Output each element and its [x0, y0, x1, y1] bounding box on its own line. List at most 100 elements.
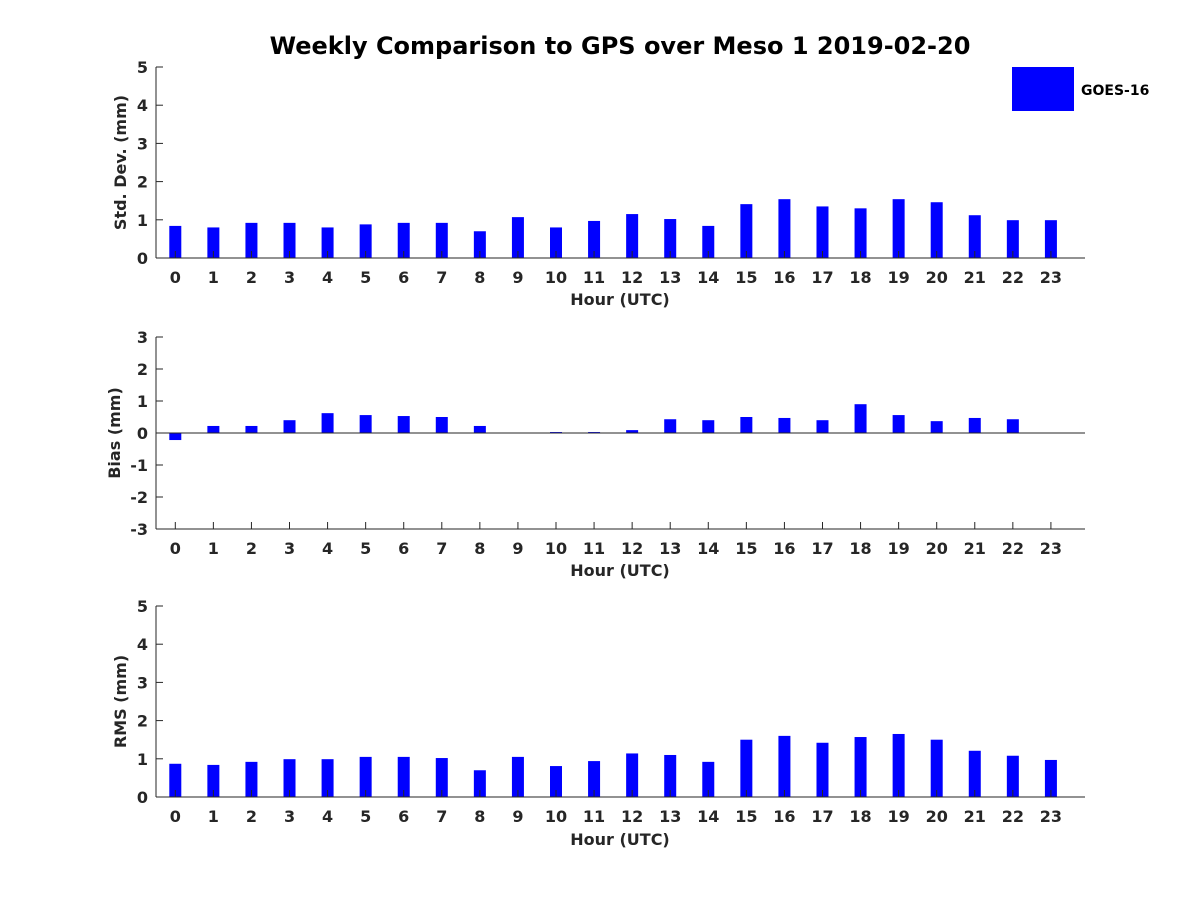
- bar-rms-hour-9: [511, 756, 524, 797]
- bar-std-hour-14: [702, 225, 715, 258]
- bias-y-tick-label: -1: [130, 456, 148, 475]
- legend-swatch: [1012, 67, 1074, 111]
- bar-rms-hour-18: [854, 737, 867, 797]
- std-x-tick-label: 4: [322, 268, 333, 287]
- bar-rms-hour-6: [397, 756, 410, 797]
- bar-rms-hour-13: [664, 754, 677, 797]
- bar-rms-hour-0: [169, 763, 182, 797]
- bias-x-tick-label: 20: [926, 539, 948, 558]
- std-y-tick-label: 4: [137, 96, 148, 115]
- std-x-tick-label: 3: [284, 268, 295, 287]
- std-x-tick-label: 18: [849, 268, 871, 287]
- bias-x-tick-label: 9: [512, 539, 523, 558]
- bar-bias-hour-7: [435, 417, 448, 433]
- bar-std-hour-13: [664, 219, 677, 258]
- rms-x-tick-label: 21: [964, 807, 986, 826]
- bias-y-tick-label: -2: [130, 488, 148, 507]
- bar-bias-hour-18: [854, 404, 867, 433]
- bias-x-tick-label: 17: [811, 539, 833, 558]
- rms-x-tick-label: 2: [246, 807, 257, 826]
- bar-bias-hour-17: [816, 420, 829, 433]
- std-x-tick-label: 23: [1040, 268, 1062, 287]
- bias-x-axis-label: Hour (UTC): [570, 561, 670, 580]
- std-y-tick-label: 2: [137, 173, 148, 192]
- bar-bias-hour-15: [740, 417, 753, 433]
- bar-std-hour-22: [1006, 220, 1019, 258]
- bar-rms-hour-21: [968, 750, 981, 797]
- bar-std-hour-9: [511, 217, 524, 258]
- bar-rms-hour-1: [207, 764, 220, 797]
- bar-std-hour-17: [816, 206, 829, 258]
- std-x-axis-label: Hour (UTC): [570, 290, 670, 309]
- bias-y-tick-label: -3: [130, 520, 148, 539]
- bias-x-tick-label: 8: [474, 539, 485, 558]
- bar-rms-hour-20: [930, 739, 943, 797]
- bar-bias-hour-16: [778, 417, 791, 433]
- rms-x-tick-label: 20: [926, 807, 948, 826]
- bias-x-tick-label: 18: [849, 539, 871, 558]
- rms-x-tick-label: 0: [170, 807, 181, 826]
- rms-x-tick-label: 22: [1002, 807, 1024, 826]
- std-y-tick-label: 5: [137, 58, 148, 77]
- bias-x-tick-label: 6: [398, 539, 409, 558]
- bias-x-tick-label: 15: [735, 539, 757, 558]
- std-y-tick-label: 3: [137, 134, 148, 153]
- bar-rms-hour-17: [816, 742, 829, 797]
- bar-bias-hour-20: [930, 421, 943, 433]
- bar-std-hour-16: [778, 199, 791, 258]
- std-x-tick-label: 6: [398, 268, 409, 287]
- bar-bias-hour-0: [169, 433, 182, 441]
- rms-y-tick-label: 2: [137, 712, 148, 731]
- bias-x-tick-label: 16: [773, 539, 795, 558]
- std-x-tick-label: 10: [545, 268, 567, 287]
- std-x-tick-label: 2: [246, 268, 257, 287]
- bias-x-tick-label: 0: [170, 539, 181, 558]
- std-x-tick-label: 8: [474, 268, 485, 287]
- legend: GOES-16: [1012, 67, 1149, 111]
- bar-rms-hour-12: [626, 753, 639, 797]
- rms-x-tick-label: 14: [697, 807, 719, 826]
- std-x-tick-label: 5: [360, 268, 371, 287]
- bar-rms-hour-16: [778, 735, 791, 797]
- rms-x-axis-label: Hour (UTC): [570, 830, 670, 849]
- bar-std-hour-12: [626, 214, 639, 258]
- rms-x-tick-label: 13: [659, 807, 681, 826]
- bar-bias-hour-19: [892, 415, 905, 433]
- bias-x-tick-label: 13: [659, 539, 681, 558]
- legend-label: GOES-16: [1081, 83, 1149, 99]
- std-x-tick-label: 14: [697, 268, 719, 287]
- rms-x-tick-label: 7: [436, 807, 447, 826]
- std-x-tick-label: 16: [773, 268, 795, 287]
- bar-bias-hour-6: [397, 416, 410, 433]
- bias-x-tick-label: 19: [887, 539, 909, 558]
- std-x-tick-label: 20: [926, 268, 948, 287]
- std-y-axis-label: Std. Dev. (mm): [111, 95, 130, 230]
- std-x-tick-label: 15: [735, 268, 757, 287]
- rms-y-axis-label: RMS (mm): [111, 655, 130, 748]
- bias-y-axis-label: Bias (mm): [105, 387, 124, 479]
- std-x-tick-label: 7: [436, 268, 447, 287]
- rms-y-tick-label: 1: [137, 750, 148, 769]
- bias-x-tick-label: 21: [964, 539, 986, 558]
- rms-x-tick-label: 15: [735, 807, 757, 826]
- bar-rms-hour-10: [550, 766, 562, 797]
- bar-bias-hour-2: [245, 425, 258, 433]
- bias-x-tick-label: 10: [545, 539, 567, 558]
- bias-y-tick-label: 2: [137, 360, 148, 379]
- bar-bias-hour-3: [283, 420, 296, 433]
- rms-y-tick-label: 4: [137, 635, 148, 654]
- rms-x-tick-label: 3: [284, 807, 295, 826]
- bar-std-hour-2: [245, 222, 258, 258]
- bar-rms-hour-15: [740, 739, 753, 797]
- bar-rms-hour-7: [435, 758, 448, 797]
- bar-std-hour-19: [892, 199, 905, 258]
- bar-rms-hour-11: [588, 761, 601, 797]
- bar-std-hour-1: [207, 227, 220, 258]
- bar-std-hour-11: [588, 220, 601, 258]
- rms-x-tick-label: 4: [322, 807, 333, 826]
- bar-std-hour-0: [169, 225, 182, 258]
- std-x-tick-label: 9: [512, 268, 523, 287]
